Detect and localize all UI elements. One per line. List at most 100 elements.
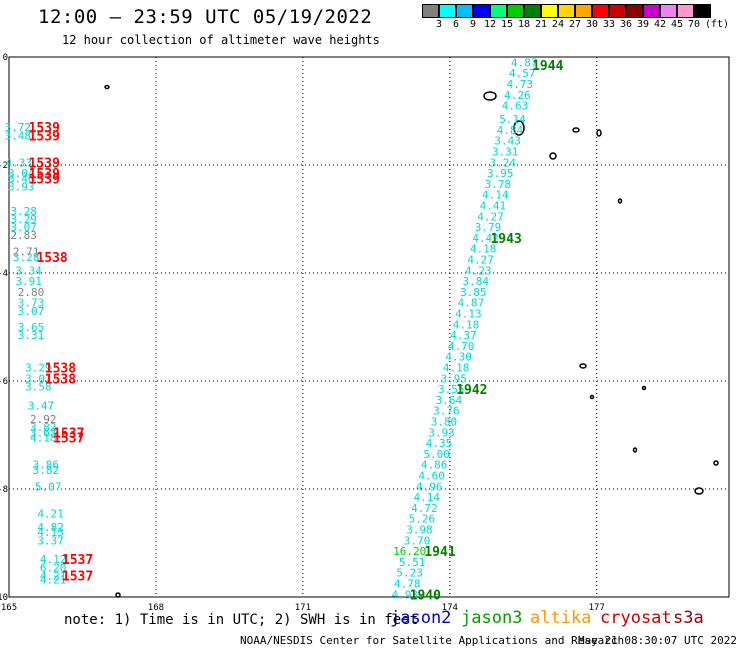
wave-height-value: 4.18 xyxy=(443,362,470,375)
island-outline xyxy=(572,127,580,133)
wave-height-value: 3.95 xyxy=(440,372,467,385)
legend-label: 6 xyxy=(452,19,460,30)
legend-swatch xyxy=(524,4,541,18)
legend-label: 18 xyxy=(517,19,531,30)
wave-height-value: 4.18 xyxy=(470,243,497,256)
wave-height-value: 4.18 xyxy=(453,318,480,331)
wave-height-value: 6.20 xyxy=(40,561,67,574)
longitude-tick-label: 174 xyxy=(442,603,458,613)
legend-label: 42 xyxy=(653,19,667,30)
wave-height-value: 5.00 xyxy=(423,448,450,461)
wave-height-value: 3.04 xyxy=(8,167,35,180)
legend-label: 33 xyxy=(602,19,616,30)
legend-label: 70 xyxy=(687,19,701,30)
pass-time-label: 1942 xyxy=(456,383,487,398)
wave-height-value: 4.42 xyxy=(472,232,499,245)
legend-label: 39 xyxy=(636,19,650,30)
legend-swatch xyxy=(626,4,643,18)
wave-height-value: 3.43 xyxy=(494,135,521,148)
wave-height-value: 3.63 xyxy=(30,426,57,439)
wave-height-value: 4.27 xyxy=(467,254,494,267)
wave-height-value: 4.84 xyxy=(497,124,524,137)
credit-line: NOAA/NESDIS Center for Satellite Applica… xyxy=(240,634,625,647)
wave-height-value: 3.91 xyxy=(15,275,42,288)
wave-height-value: 3.84 xyxy=(463,275,490,288)
legend-swatch xyxy=(677,4,694,18)
wave-height-value: 4.30 xyxy=(445,351,472,364)
legend-labels: 3 6 9 12 15 18 21 24 27 30 33 36 39 42 45 70 (ft) xyxy=(422,18,730,32)
wave-height-value: 5.26 xyxy=(409,513,436,526)
wave-height-value: 4.82 xyxy=(37,521,64,534)
pass-time-label: 1539 xyxy=(29,167,60,182)
wave-height-value: 4.78 xyxy=(394,578,421,591)
pass-time-label: 1539 xyxy=(29,129,60,144)
wave-height-value: 3.85 xyxy=(460,286,487,299)
legend-label: 21 xyxy=(534,19,548,30)
wave-height-value: 3.95 xyxy=(487,167,514,180)
wave-height-value: 3.07 xyxy=(10,221,37,234)
pass-time-label: 1538 xyxy=(36,251,67,266)
wave-height-value: 3.47 xyxy=(28,399,55,412)
wave-height-value: 3.72 xyxy=(5,121,32,134)
latitude-tick-label: -10 xyxy=(0,593,8,603)
legend-swatch xyxy=(592,4,609,18)
legend-swatches xyxy=(422,4,728,18)
wave-height-value: 4.27 xyxy=(477,210,504,223)
wave-height-value: 4.21 xyxy=(40,574,67,587)
legend-swatch xyxy=(558,4,575,18)
wave-height-value: 5.07 xyxy=(35,480,62,493)
legend-label: 24 xyxy=(551,19,565,30)
legend-unit: (ft) xyxy=(704,19,730,30)
island-outline xyxy=(104,84,110,90)
wave-height-value: 4.60 xyxy=(418,470,445,483)
chart-subtitle: 12 hour collection of altimeter wave hei… xyxy=(62,33,380,47)
wave-height-value: 4.14 xyxy=(482,189,509,202)
wave-height-value: 4.26 xyxy=(504,89,531,102)
wave-height-value: 4.73 xyxy=(507,78,534,91)
wave-height-value: 3.55 xyxy=(438,383,465,396)
legend-swatch xyxy=(422,4,439,18)
wave-height-value: 3.34 xyxy=(15,264,42,277)
island-outline xyxy=(632,447,638,453)
legend-swatch xyxy=(660,4,677,18)
island-outline xyxy=(589,394,595,400)
satellite-jason3: jason3 xyxy=(461,608,523,628)
wave-height-value: 3.07 xyxy=(18,305,45,318)
footnote: note: 1) Time is in UTC; 2) SWH is in fe… xyxy=(64,612,419,628)
pass-time-label: 1940 xyxy=(410,588,441,603)
wave-height-value: 4.96 xyxy=(416,480,443,493)
pass-time-label: 1943 xyxy=(490,232,521,247)
legend-label: 12 xyxy=(483,19,497,30)
legend-swatch xyxy=(507,4,524,18)
satellite-s3a: s3a xyxy=(673,608,704,628)
wave-height-value: 3.93 xyxy=(428,426,455,439)
wave-height-value: 2.92 xyxy=(30,413,57,426)
legend-swatch xyxy=(575,4,592,18)
wave-height-value: 5.51 xyxy=(399,556,426,569)
wave-height-value: 3.24 xyxy=(489,156,516,169)
pass-time-label: 1941 xyxy=(424,545,455,560)
wave-height-value: 16.20 xyxy=(393,545,426,558)
wave-height-value: 3.28 xyxy=(10,205,37,218)
legend-swatch xyxy=(490,4,507,18)
wave-height-value: 4.41 xyxy=(480,200,507,213)
wave-height-value: 4.13 xyxy=(455,308,482,321)
wave-height-value: 3.78 xyxy=(485,178,512,191)
pass-time-label: 1539 xyxy=(29,156,60,171)
wave-height-value: 5.23 xyxy=(396,567,423,580)
wave-height-value: 4.57 xyxy=(509,67,536,80)
legend-swatch xyxy=(609,4,626,18)
wave-height-value: 4.70 xyxy=(448,340,475,353)
island-outline xyxy=(596,129,602,137)
wave-height-value: 4.63 xyxy=(502,100,529,113)
color-legend: 3 6 9 12 15 18 21 24 27 30 33 36 39 42 45 70 (ft) xyxy=(422,4,730,32)
chart-title: 12:00 — 23:59 UTC 05/19/2022 xyxy=(38,6,373,28)
wave-height-value: 3.48 xyxy=(5,129,32,142)
legend-label: 36 xyxy=(619,19,633,30)
legend-label: 45 xyxy=(670,19,684,30)
wave-height-value: 3.02 xyxy=(25,372,52,385)
legend-swatch xyxy=(473,4,490,18)
island-outline xyxy=(694,487,704,495)
legend-swatch xyxy=(541,4,558,18)
